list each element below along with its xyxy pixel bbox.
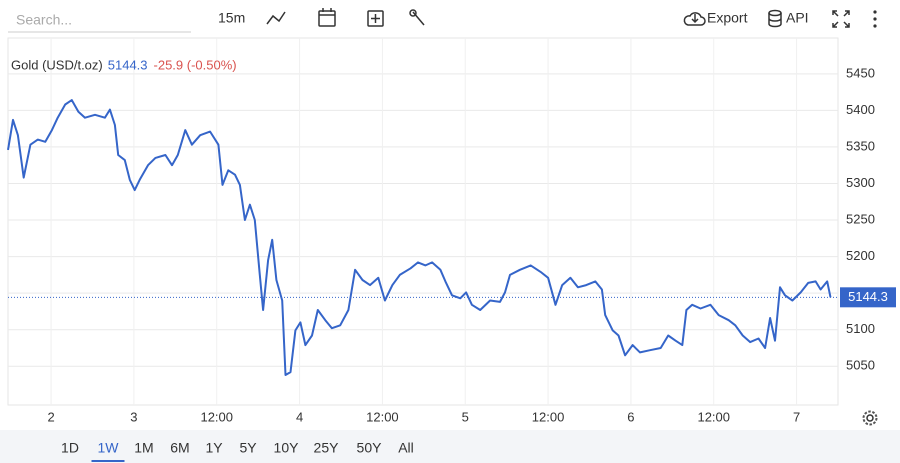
y-tick-label: 5250 [846, 211, 875, 226]
calendar-icon[interactable] [318, 8, 336, 27]
y-tick-label: 5200 [846, 248, 875, 263]
range-button[interactable]: 25Y [314, 440, 340, 456]
range-button[interactable]: 1W [98, 440, 120, 456]
x-tick-label: 12:00 [532, 409, 565, 424]
toolbar: Search... 15m Export API [8, 7, 877, 33]
range-button[interactable]: 1M [134, 440, 153, 456]
export-button[interactable]: Export [683, 10, 748, 26]
legend: Gold (USD/t.oz) 5144.3 -25.9 (-0.50%) [11, 57, 237, 72]
range-bar [0, 430, 900, 463]
menu-icon[interactable] [873, 10, 877, 28]
last-price-label: 5144.3 [848, 289, 888, 304]
chart-type-icon[interactable] [266, 11, 286, 25]
price-line [7, 99, 832, 376]
x-tick-label: 4 [296, 409, 303, 424]
x-tick-label: 3 [130, 409, 137, 424]
plot-border [7, 37, 839, 406]
x-tick-label: 6 [627, 409, 634, 424]
x-tick-label: 2 [47, 409, 54, 424]
y-tick-label: 5050 [846, 358, 875, 373]
add-indicator-icon[interactable] [367, 10, 384, 27]
x-tick-label: 12:00 [366, 409, 399, 424]
tools-icon[interactable] [409, 9, 425, 26]
legend-series-name: Gold (USD/t.oz) [11, 57, 103, 72]
x-tick-label: 12:00 [200, 409, 233, 424]
legend-change: -25.9 (-0.50%) [154, 57, 237, 72]
x-tick-label: 12:00 [697, 409, 730, 424]
x-tick-label: 5 [462, 409, 469, 424]
x-tick-label: 7 [793, 409, 800, 424]
y-tick-label: 5300 [846, 175, 875, 190]
y-tick-label: 5350 [846, 138, 875, 153]
range-button[interactable]: 10Y [274, 440, 300, 456]
range-button[interactable]: 50Y [357, 440, 383, 456]
api-label[interactable]: API [786, 10, 809, 26]
plot: 5050510051505200525053005350540054502312… [7, 37, 896, 424]
last-price-badge [840, 287, 896, 308]
interval-button[interactable]: 15m [218, 10, 245, 26]
legend-last-value: 5144.3 [108, 57, 148, 72]
y-tick-label: 5100 [846, 321, 875, 336]
api-button[interactable]: API [768, 10, 809, 28]
search-box[interactable] [8, 7, 191, 33]
search-placeholder[interactable]: Search... [16, 12, 72, 28]
fullscreen-icon[interactable] [832, 10, 850, 28]
range-button[interactable]: 6M [170, 440, 189, 456]
y-tick-label: 5450 [846, 65, 875, 80]
range-button[interactable]: 5Y [239, 440, 257, 456]
range-button[interactable]: 1D [61, 440, 79, 456]
range-button[interactable]: 1Y [205, 440, 223, 456]
y-tick-label: 5400 [846, 102, 875, 117]
export-label[interactable]: Export [707, 10, 748, 26]
range-button[interactable]: All [398, 440, 414, 456]
settings-icon[interactable] [862, 410, 878, 426]
